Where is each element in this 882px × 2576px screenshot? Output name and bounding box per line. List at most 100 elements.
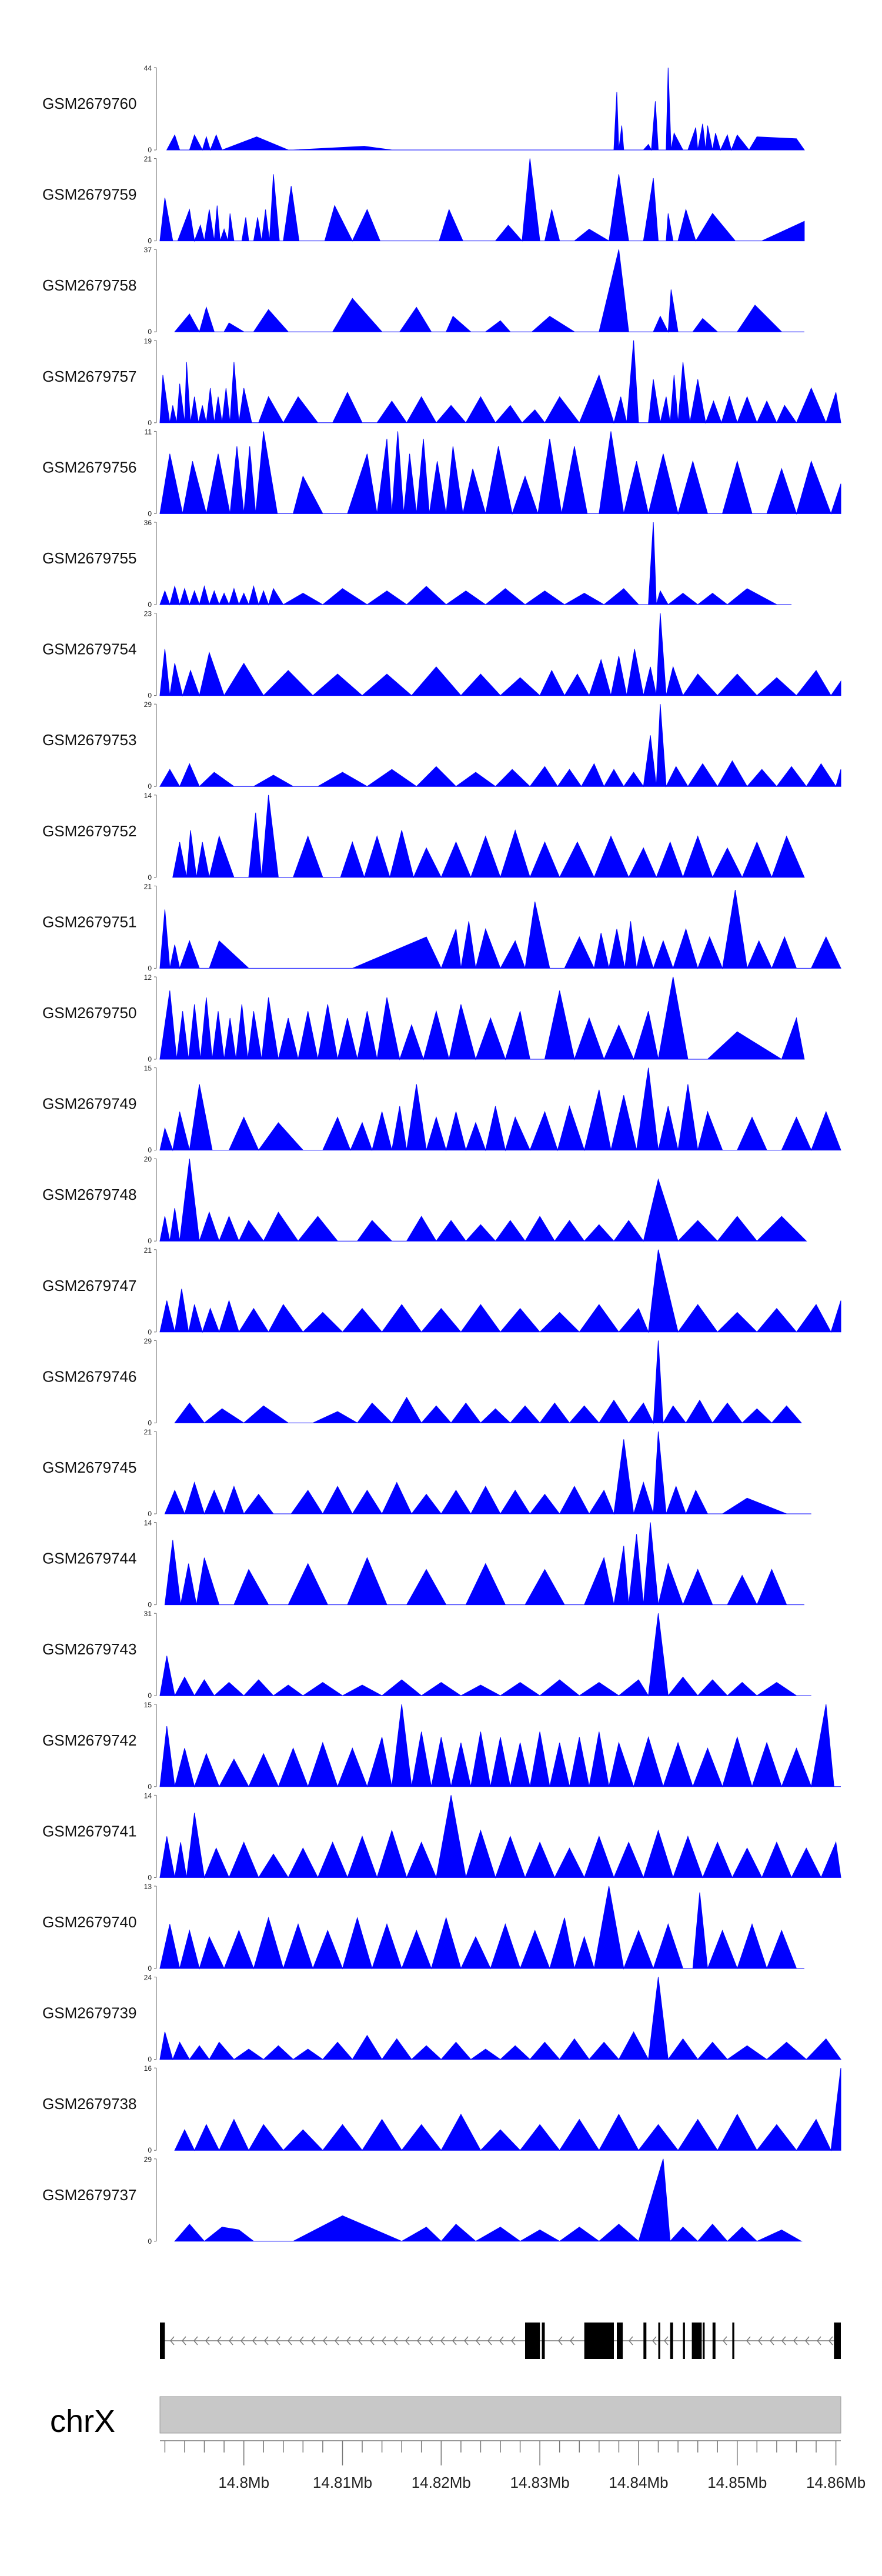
coverage-area (159, 1067, 841, 1152)
coverage-area (164, 1522, 804, 1606)
track-label: GSM2679755 (42, 549, 136, 567)
y-max-label: 11 (145, 428, 152, 436)
track-GSM2679748: GSM2679748 20 0 (42, 1155, 807, 1245)
track-GSM2679742: GSM2679742 15 0 (42, 1701, 841, 1791)
track-GSM2679760: GSM2679760 44 0 (42, 64, 805, 154)
strand-arrow (499, 2336, 504, 2345)
strand-arrow (405, 2336, 410, 2345)
strand-arrow (240, 2336, 245, 2345)
y-max-label: 44 (144, 64, 152, 72)
gene-model-track (160, 2323, 841, 2359)
coverage-area (159, 431, 841, 515)
track-label: GSM2679760 (42, 95, 136, 112)
y-min-label: 0 (148, 1510, 152, 1518)
track-GSM2679753: GSM2679753 29 0 (42, 700, 841, 790)
strand-arrow (570, 2336, 574, 2345)
strand-arrow (182, 2336, 186, 2345)
track-GSM2679759: GSM2679759 21 0 (42, 155, 805, 245)
coverage-area (159, 1886, 804, 1970)
strand-arrow (299, 2336, 304, 2345)
y-min-label: 0 (148, 419, 152, 427)
exon-block (658, 2323, 660, 2359)
strand-arrow (464, 2336, 469, 2345)
track-label: GSM2679741 (42, 1822, 136, 1840)
y-max-label: 21 (144, 882, 152, 890)
track-GSM2679747: GSM2679747 21 0 (42, 1246, 841, 1336)
x-tick-label: 14.86Mb (806, 2474, 866, 2491)
strand-arrow (429, 2336, 433, 2345)
y-max-label: 36 (144, 519, 152, 527)
strand-arrow (335, 2336, 339, 2345)
track-GSM2679758: GSM2679758 37 0 (42, 246, 804, 336)
track-GSM2679751: GSM2679751 21 0 (42, 882, 841, 972)
strand-arrow (817, 2336, 821, 2345)
track-label: GSM2679754 (42, 640, 136, 658)
track-GSM2679741: GSM2679741 14 0 (42, 1791, 841, 1881)
coverage-area (159, 613, 841, 697)
y-max-label: 14 (144, 1791, 152, 1800)
y-max-label: 24 (144, 1974, 152, 1982)
y-min-label: 0 (148, 782, 152, 790)
y-min-label: 0 (148, 237, 152, 245)
exon-block (542, 2323, 545, 2359)
y-max-label: 37 (144, 246, 152, 254)
exon-block (525, 2323, 540, 2359)
coverage-area (159, 158, 805, 242)
y-max-label: 12 (144, 973, 152, 982)
track-label: GSM2679746 (42, 1367, 136, 1385)
x-tick-label: 14.85Mb (707, 2474, 767, 2491)
y-max-label: 29 (144, 700, 152, 709)
y-min-label: 0 (148, 146, 152, 154)
coverage-area (159, 704, 841, 788)
x-tick-label: 14.81Mb (313, 2474, 372, 2491)
y-max-label: 14 (144, 792, 152, 800)
strand-arrow (746, 2336, 751, 2345)
track-label: GSM2679737 (42, 2186, 136, 2204)
coverage-area (174, 2068, 841, 2151)
y-min-label: 0 (148, 1328, 152, 1336)
strand-arrow (393, 2336, 398, 2345)
coverage-area (159, 890, 841, 970)
y-max-label: 13 (144, 1883, 152, 1891)
strand-arrow (487, 2336, 492, 2345)
track-label: GSM2679749 (42, 1095, 136, 1113)
strand-arrow (358, 2336, 363, 2345)
y-min-label: 0 (148, 964, 152, 972)
strand-arrow (723, 2336, 727, 2345)
y-min-label: 0 (148, 1601, 152, 1609)
x-tick-label: 14.84Mb (609, 2474, 668, 2491)
x-tick-label: 14.8Mb (218, 2474, 269, 2491)
track-label: GSM2679748 (42, 1186, 136, 1203)
track-GSM2679744: GSM2679744 14 0 (42, 1519, 804, 1609)
chromosome-band (159, 2396, 841, 2434)
track-GSM2679754: GSM2679754 23 0 (42, 610, 841, 700)
track-GSM2679740: GSM2679740 13 0 (42, 1883, 804, 1973)
coverage-area (159, 1704, 841, 1788)
y-min-label: 0 (148, 1237, 152, 1245)
strand-arrow (417, 2336, 422, 2345)
exon-block (703, 2323, 705, 2359)
genome-axis: 14.8Mb 14.81Mb 14.82Mb 14.83Mb 14.84Mb 14.85M… (160, 2440, 866, 2491)
track-label: GSM2679750 (42, 1004, 136, 1022)
strand-arrow (252, 2336, 257, 2345)
track-label: GSM2679743 (42, 1640, 136, 1658)
coverage-area (159, 1613, 811, 1697)
strand-arrow (629, 2336, 633, 2345)
track-GSM2679739: GSM2679739 24 0 (42, 1974, 841, 2064)
exon-block (691, 2323, 702, 2359)
exon-block (617, 2323, 623, 2359)
strand-arrow (217, 2336, 222, 2345)
strand-arrow (805, 2336, 810, 2345)
coverage-area (159, 522, 792, 606)
track-GSM2679746: GSM2679746 29 0 (42, 1337, 802, 1427)
y-min-label: 0 (148, 509, 152, 518)
y-max-label: 19 (144, 337, 152, 345)
track-GSM2679745: GSM2679745 21 0 (42, 1428, 811, 1518)
track-label: GSM2679739 (42, 2004, 136, 2022)
strand-arrow (476, 2336, 480, 2345)
y-min-label: 0 (148, 1055, 152, 1063)
strand-arrow (205, 2336, 210, 2345)
track-label: GSM2679740 (42, 1913, 136, 1931)
y-min-label: 0 (148, 2056, 152, 2064)
